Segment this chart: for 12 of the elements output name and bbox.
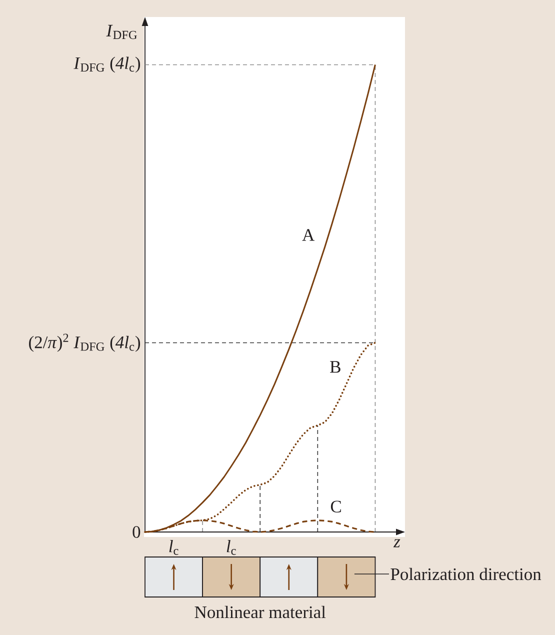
series-label: A bbox=[302, 229, 315, 241]
x-tick-label: l$_{c}$ bbox=[226, 540, 236, 555]
x-axis-title: z bbox=[393, 539, 400, 548]
text: (2/π)$^{2}$ I$_{DFG}$ (4l$_{c}$) bbox=[29, 334, 140, 352]
series-label: B bbox=[330, 361, 340, 373]
x-tick-label: l$_{c}$ bbox=[169, 540, 178, 555]
ref-line-label: I$_{DFG}$ (4l$_{c}$) bbox=[74, 56, 140, 73]
y-axis-title: I$_{DFG}$ bbox=[106, 24, 137, 40]
text: 0 bbox=[132, 526, 140, 538]
text: Nonlinear material bbox=[194, 606, 326, 618]
series-label: C bbox=[330, 500, 341, 513]
text: Polarization direction bbox=[390, 568, 542, 580]
